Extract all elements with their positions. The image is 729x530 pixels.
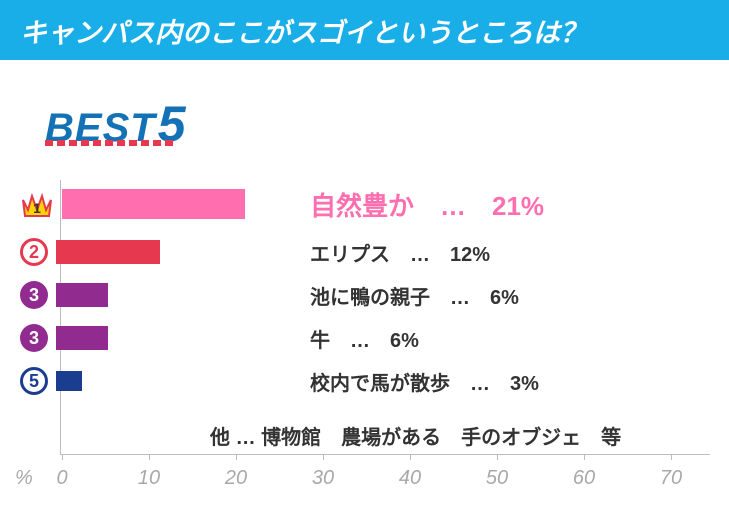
others-text: 博物館 農場がある 手のオブジェ 等 <box>261 427 621 449</box>
x-tick: 40 <box>390 467 430 490</box>
chart-row: 3 牛 … 6% <box>20 316 710 360</box>
bar <box>56 240 160 264</box>
x-tick: 0 <box>42 467 82 490</box>
separator: … <box>236 427 256 449</box>
rank-badge: 3 <box>20 281 48 309</box>
bar <box>56 371 82 391</box>
header-title: キャンパス内のここがスゴイというところは？ <box>20 11 587 50</box>
bar <box>62 189 245 219</box>
percent-label: % <box>15 467 33 490</box>
bar <box>56 283 108 307</box>
x-tick: 10 <box>129 467 169 490</box>
x-tick: 30 <box>303 467 343 490</box>
bar <box>56 326 108 350</box>
rank-badge: 5 <box>20 367 48 395</box>
row-label: 校内で馬が散歩 … 3% <box>310 367 539 396</box>
row-label: 自然豊か … 21% <box>310 186 544 223</box>
chart-row: 3 池に鴨の親子 … 6% <box>20 273 710 317</box>
chart: % 010203040506070 1 自然豊か … 21%2エリプス … 12… <box>20 170 710 510</box>
header-bar: キャンパス内のここがスゴイというところは？ <box>0 0 729 60</box>
x-tick: 70 <box>651 467 691 490</box>
svg-text:1: 1 <box>33 200 41 216</box>
others-prefix: 他 <box>210 427 230 449</box>
row-label: 牛 … 6% <box>310 324 419 353</box>
x-tick: 50 <box>477 467 517 490</box>
row-label: エリプス … 12% <box>310 238 490 267</box>
x-tick: 60 <box>564 467 604 490</box>
rank-badge: 2 <box>20 238 48 266</box>
chart-row: 5 校内で馬が散歩 … 3% <box>20 359 710 403</box>
crown-icon: 1 <box>20 190 54 218</box>
x-axis <box>60 454 710 455</box>
others-line: 他 … 博物館 農場がある 手のオブジェ 等 <box>210 421 621 450</box>
row-label: 池に鴨の親子 … 6% <box>310 281 519 310</box>
chart-row: 1 自然豊か … 21% <box>20 182 710 226</box>
rank-badge: 3 <box>20 324 48 352</box>
chart-row: 2 エリプス … 12% <box>20 230 710 274</box>
best5-underline <box>45 140 175 146</box>
x-tick: 20 <box>216 467 256 490</box>
